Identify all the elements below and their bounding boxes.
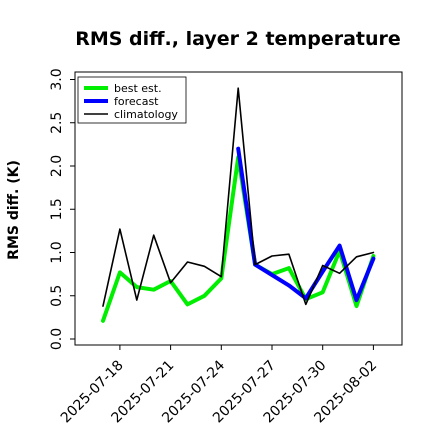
plot-frame <box>74 71 403 346</box>
y-tick-label: 0.5 <box>49 285 65 307</box>
y-tick-label: 3.0 <box>49 68 65 90</box>
y-axis-label: RMS diff. (K) <box>6 160 22 260</box>
plot-area <box>101 87 376 323</box>
y-tick-label: 0.0 <box>49 328 65 350</box>
x-axis: 2025-07-182025-07-212025-07-242025-07-27… <box>58 345 380 426</box>
legend-label: forecast <box>114 95 159 108</box>
series-line-best-est- <box>101 155 376 323</box>
y-tick-label: 2.0 <box>49 155 65 177</box>
chart-title: RMS diff., layer 2 temperature <box>75 28 401 50</box>
series-line-forecast <box>236 146 376 303</box>
series-line-climatology <box>102 87 375 307</box>
legend-box <box>77 76 187 124</box>
legend-label: best est. <box>114 82 162 95</box>
y-tick-label: 1.0 <box>49 241 65 263</box>
y-axis: 0.0 0.5 1.0 1.5 2.0 2.5 3.0 <box>49 68 75 350</box>
y-tick-label: 2.5 <box>49 112 65 134</box>
y-tick-label: 1.5 <box>49 198 65 220</box>
legend-label: climatology <box>114 108 178 121</box>
